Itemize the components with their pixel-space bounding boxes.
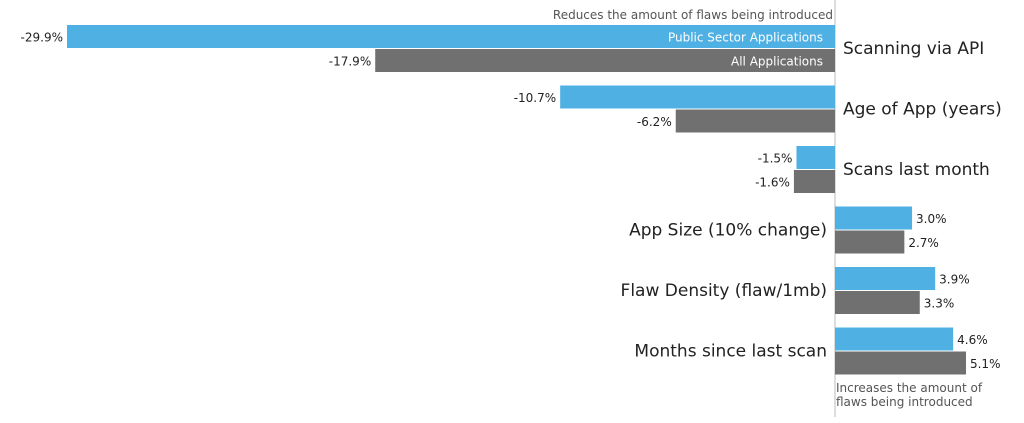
data-label: 5.1%	[970, 357, 1001, 371]
data-label: -1.6%	[755, 176, 790, 190]
bar	[835, 267, 936, 290]
bar	[675, 109, 835, 133]
data-label: -10.7%	[514, 91, 556, 105]
category-label: Scans last month	[843, 160, 990, 180]
category-label: Months since last scan	[634, 342, 827, 362]
category-label: Scanning via API	[843, 39, 984, 59]
data-label: 4.6%	[957, 333, 988, 347]
bar	[793, 170, 835, 193]
bar	[796, 146, 835, 169]
data-label: -17.9%	[329, 55, 371, 69]
bar	[835, 327, 954, 351]
bar	[560, 85, 835, 109]
bar	[375, 49, 835, 72]
data-label: -29.9%	[21, 31, 63, 45]
data-label: 3.0%	[916, 212, 947, 226]
data-label: -6.2%	[637, 115, 672, 129]
data-label: -1.5%	[758, 152, 793, 166]
data-label: 3.9%	[939, 273, 970, 287]
annotation-positive-line: Increases the amount of	[836, 381, 983, 395]
data-label: 3.3%	[924, 297, 955, 311]
bar	[835, 206, 913, 230]
bar	[835, 291, 920, 314]
series-name-label: All Applications	[731, 55, 823, 69]
bar	[67, 25, 835, 48]
annotation-positive-line: flaws being introduced	[836, 395, 973, 409]
category-label: App Size (10% change)	[629, 221, 827, 241]
data-label: 2.7%	[908, 236, 939, 250]
category-label: Flaw Density (flaw/1mb)	[621, 281, 827, 301]
annotation-negative: Reduces the amount of flaws being introd…	[553, 8, 833, 22]
category-label: Age of App (years)	[843, 100, 1002, 120]
bar	[835, 230, 905, 254]
bar	[835, 351, 966, 375]
series-name-label: Public Sector Applications	[668, 31, 823, 45]
